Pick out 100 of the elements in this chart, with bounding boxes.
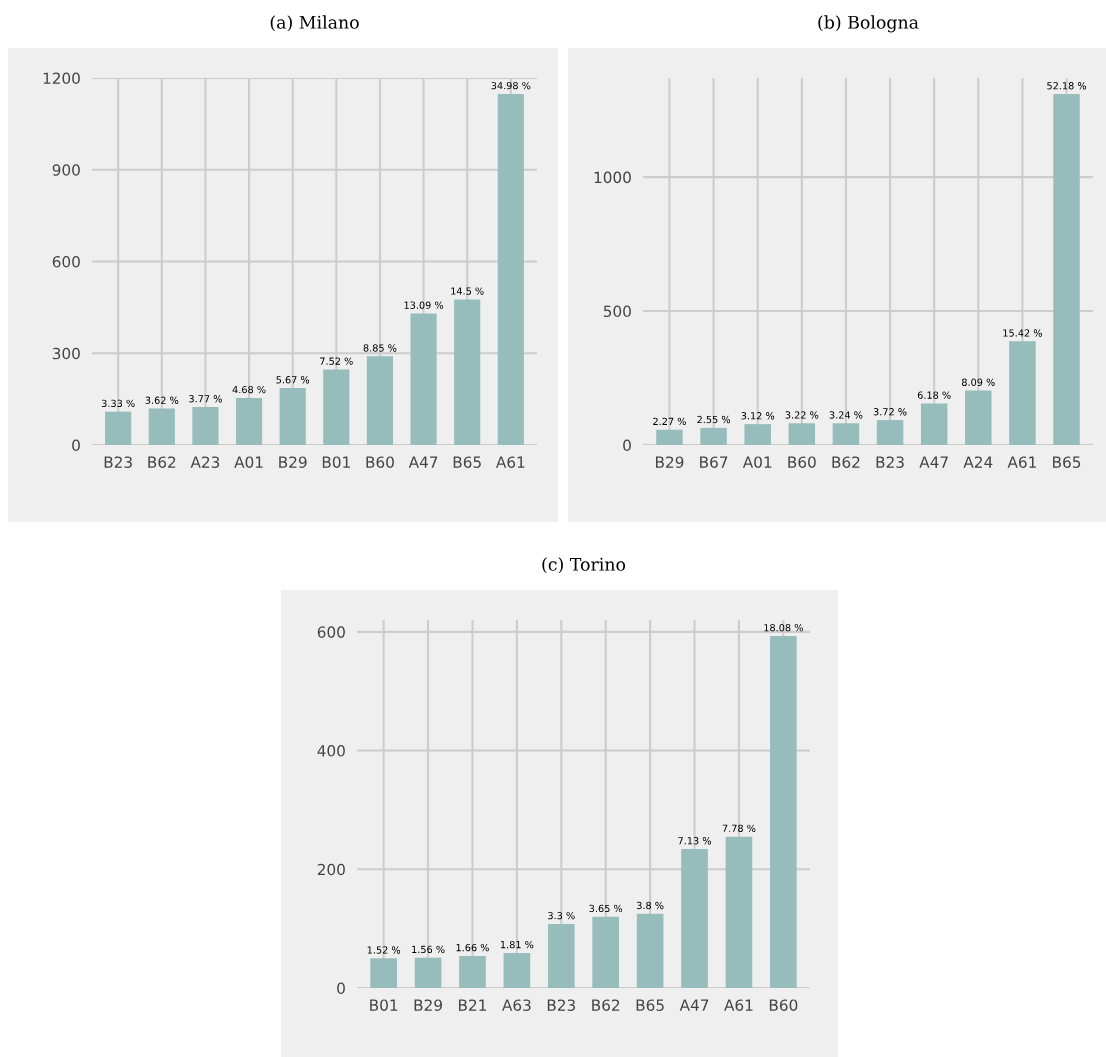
bar: [965, 390, 992, 445]
bar: [636, 913, 664, 988]
annotation: 34.98 %: [491, 81, 531, 90]
x-tick-label: B23: [104, 456, 132, 468]
annotation: 2.27 %: [653, 417, 686, 426]
bar: [656, 429, 683, 445]
bar: [832, 423, 860, 445]
annotation: 7.13 %: [678, 837, 711, 845]
x-tick-label: B65: [1053, 456, 1081, 468]
x-tick-label: A01: [742, 456, 772, 468]
y-tick-label: 200: [317, 863, 345, 876]
bar: [366, 356, 394, 445]
x-tick-label: A23: [190, 456, 220, 468]
chart-title: (c) Torino: [542, 557, 626, 574]
x-tick-label: A63: [502, 999, 531, 1011]
annotation: 4.68 %: [232, 385, 266, 394]
x-tick-label: B01: [322, 456, 350, 468]
bar: [744, 424, 771, 445]
x-tick-label: A61: [1007, 456, 1036, 468]
y-tick-label: 500: [603, 305, 631, 318]
x-tick-label: B29: [279, 456, 307, 468]
y-tick-label: 0: [623, 439, 631, 452]
annotation: 8.85 %: [363, 344, 397, 352]
bar: [148, 408, 175, 445]
bar: [410, 313, 437, 445]
bar: [105, 411, 132, 445]
annotation: 3.22 %: [785, 411, 819, 419]
bar: [547, 923, 575, 988]
annotation: 1.81 %: [500, 940, 534, 949]
x-tick-label: B62: [148, 456, 176, 468]
annotation: 5.67 %: [276, 376, 310, 384]
x-tick-label: B62: [592, 999, 620, 1011]
x-tick-label: B62: [832, 456, 860, 468]
annotation: 3.33 %: [101, 399, 135, 407]
bar: [725, 836, 753, 988]
x-tick-label: B23: [547, 999, 576, 1011]
bar: [1053, 94, 1080, 445]
x-tick-label: B23: [876, 456, 904, 468]
bar: [920, 403, 948, 445]
x-tick-label: B60: [769, 999, 798, 1011]
y-tick-label: 0: [72, 439, 80, 452]
annotation: 3.3 %: [548, 911, 575, 920]
annotation: 7.78 %: [722, 824, 756, 832]
x-tick-label: B65: [453, 456, 481, 468]
bar: [370, 958, 397, 988]
x-tick-label: B29: [414, 999, 442, 1011]
annotation: 3.72 %: [873, 408, 907, 416]
bar: [235, 397, 263, 445]
bar: [503, 952, 531, 988]
annotation: 7.52 %: [320, 357, 353, 365]
bar: [700, 427, 727, 445]
x-tick-label: B01: [370, 999, 398, 1011]
y-tick-label: 300: [52, 347, 80, 360]
x-tick-label: B67: [700, 456, 728, 468]
bar: [279, 388, 306, 445]
bar: [323, 369, 350, 445]
x-tick-label: B65: [636, 999, 664, 1011]
y-tick-label: 400: [317, 745, 345, 757]
annotation: 1.56 %: [412, 945, 445, 954]
annotation: 3.8 %: [636, 901, 664, 910]
annotation: 52.18 %: [1047, 82, 1087, 90]
y-tick-label: 1200: [43, 72, 80, 85]
bar: [497, 93, 524, 445]
x-tick-label: A01: [234, 456, 263, 468]
bar: [681, 849, 708, 988]
x-tick-label: A61: [496, 456, 525, 468]
bar: [788, 423, 816, 445]
chart-title: (b) Bologna: [818, 15, 919, 33]
y-tick-label: 900: [52, 164, 80, 176]
annotation: 3.24 %: [829, 411, 863, 419]
annotation: 1.52 %: [367, 946, 401, 954]
x-tick-label: B60: [366, 456, 394, 468]
bar: [592, 916, 620, 988]
annotation: 2.55 %: [697, 415, 731, 424]
annotation: 18.08 %: [764, 624, 803, 632]
annotation: 3.12 %: [741, 412, 775, 420]
annotation: 6.18 %: [917, 391, 951, 399]
x-tick-label: B60: [788, 456, 816, 468]
annotation: 1.66 %: [456, 943, 489, 952]
bar: [454, 299, 481, 445]
annotation: 8.09 %: [961, 378, 995, 386]
annotation: 14.5 %: [451, 287, 484, 295]
chart-title: (a) Milano: [270, 15, 359, 32]
annotation: 13.09 %: [404, 301, 444, 309]
bar: [1009, 341, 1036, 445]
bar: [459, 955, 486, 988]
x-tick-label: A47: [679, 999, 709, 1011]
annotation: 3.65 %: [589, 904, 623, 913]
bar: [876, 420, 904, 445]
y-tick-label: 600: [52, 255, 80, 268]
y-tick-label: 1000: [594, 171, 631, 184]
x-tick-label: B21: [459, 999, 487, 1011]
bar: [192, 407, 219, 445]
bar: [414, 957, 442, 988]
annotation: 3.62 %: [145, 396, 179, 404]
annotation: 15.42 %: [1003, 329, 1042, 337]
y-tick-label: 0: [337, 982, 345, 995]
x-tick-label: A61: [724, 999, 753, 1011]
x-tick-label: A47: [919, 456, 948, 468]
x-tick-label: A47: [408, 456, 438, 468]
